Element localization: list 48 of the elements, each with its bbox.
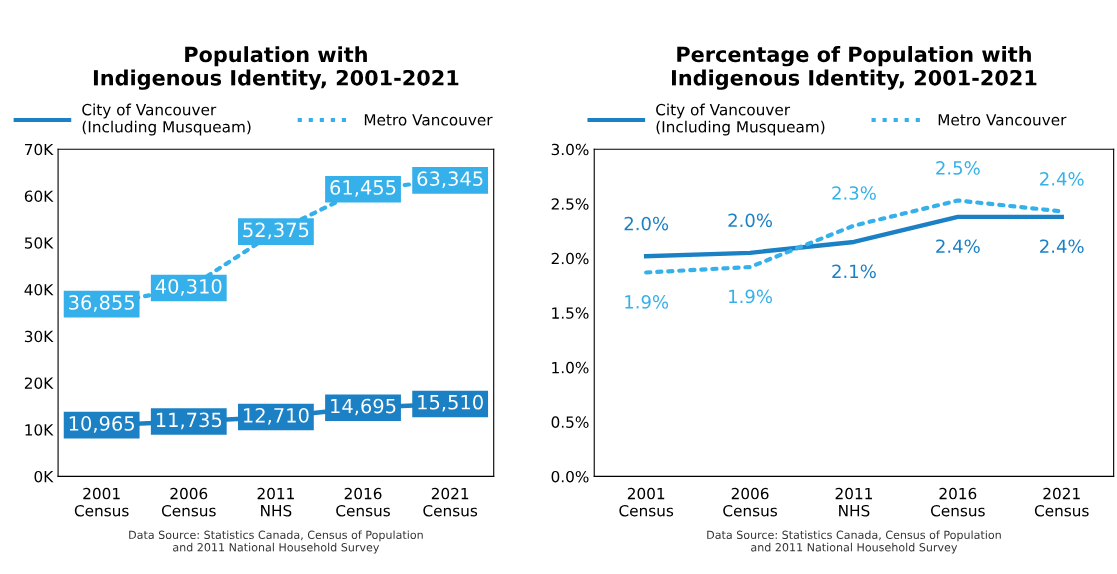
legend-label: City of Vancouver (Including Musqueam) [82, 103, 251, 136]
data-label: 36,855 [69, 295, 134, 312]
y-tick-label: 1.5% [552, 307, 589, 319]
y-tick-label: 0.5% [551, 416, 589, 428]
x-tick-label: 2011 NHS [835, 487, 872, 517]
y-tick-label: 3.0% [551, 143, 589, 156]
data-label: 2.3% [832, 186, 876, 200]
data-label: 52,375 [243, 222, 309, 240]
y-tick-label: 1.0% [552, 361, 589, 374]
data-label: 1.9% [625, 295, 669, 309]
data-label: 2.5% [936, 161, 980, 175]
source-note: Data Source: Statistics Canada, Census of Population and 2011 National Household Survey [707, 530, 1001, 554]
y-tick-label: 20K [24, 377, 54, 389]
y-tick-label: 60K [24, 190, 54, 202]
data-label: 2.0% [728, 213, 772, 228]
legend-label: Metro Vancouver [938, 114, 1067, 126]
x-tick-label: 2001 Census [619, 487, 674, 517]
chart-title: Population with Indigenous Identity, 2001-2021 [93, 46, 459, 90]
y-tick-label: 30K [24, 330, 54, 343]
chart-title: Percentage of Population with Indigenous Identity, 2001-2021 [672, 46, 1037, 90]
x-tick-label: 2006 Census [161, 487, 216, 517]
y-tick-label: 0K [34, 470, 54, 483]
y-tick-label: 70K [25, 143, 54, 156]
data-label: 2.4% [936, 239, 980, 254]
y-tick-label: 10K [25, 424, 54, 436]
data-label: 2.0% [624, 216, 669, 231]
y-tick-label: 0.0% [551, 470, 589, 483]
x-tick-label: 2021 Census [1034, 487, 1089, 517]
x-tick-label: 2021 Census [423, 487, 478, 517]
x-tick-label: 2001 Census [74, 487, 129, 517]
data-label: 1.9% [729, 289, 772, 304]
y-tick-label: 40K [24, 283, 54, 296]
data-label: 63,345 [417, 171, 483, 188]
y-tick-label: 2.0% [551, 252, 589, 265]
x-tick-label: 2011 NHS [257, 487, 294, 517]
data-label: 2.4% [1040, 239, 1084, 254]
data-label: 40,310 [155, 278, 222, 296]
legend-label: City of Vancouver (Including Musqueam) [656, 103, 825, 136]
x-tick-label: 2016 Census [931, 487, 985, 517]
legend-label: Metro Vancouver [364, 114, 493, 126]
y-tick-label: 50K [24, 237, 54, 249]
x-tick-label: 2006 Census [723, 487, 777, 517]
y-tick-label: 2.5% [551, 198, 589, 210]
data-label: 2.4% [1040, 172, 1084, 186]
source-note: Data Source: Statistics Canada, Census of Population and 2011 National Household Survey [129, 530, 423, 554]
x-tick-label: 2016 Census [336, 487, 390, 517]
data-label: 61,455 [330, 180, 396, 197]
data-label: 2.1% [832, 264, 876, 279]
